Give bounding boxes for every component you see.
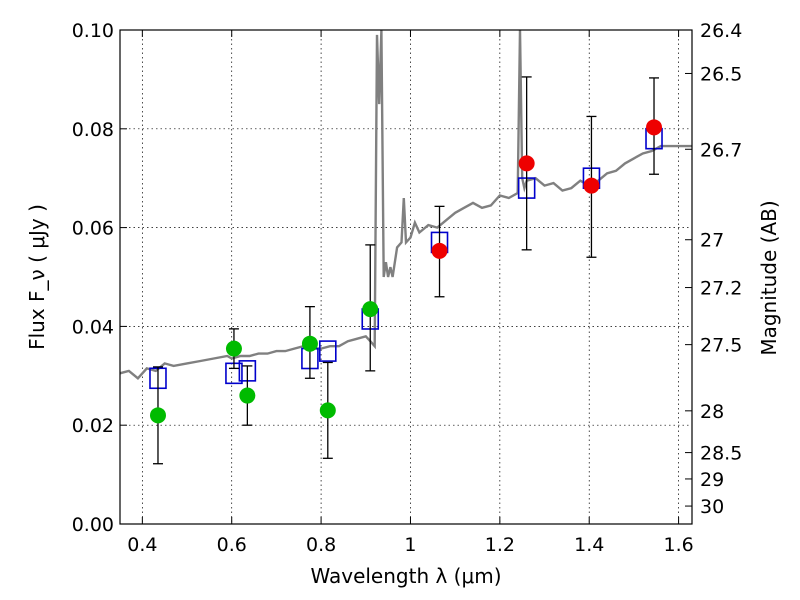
y-tick-label: 0.08 [72, 119, 114, 141]
y2-tick-label: 27.5 [700, 335, 742, 357]
y2-tick-label: 28.5 [700, 443, 742, 465]
red-data-point [646, 119, 663, 136]
model-box [318, 340, 337, 362]
template-spectrum [120, 30, 692, 380]
y2-tick-label: 29 [700, 469, 724, 491]
y-tick-label: 0.06 [72, 218, 114, 240]
error-bars [152, 76, 660, 465]
y2-axis-label: Magnitude (AB) [757, 200, 781, 355]
y-tick-label: 0.10 [72, 20, 114, 42]
y2-tick-label: 27.2 [700, 278, 742, 300]
y-tick-label: 0.02 [72, 415, 114, 437]
green-data-point [301, 335, 318, 352]
x-tick-label: 1 [404, 534, 416, 556]
x-tick-label: 1.6 [663, 534, 693, 556]
red-data-point [518, 155, 535, 172]
y-axis-label: Flux F_ν ( μJy ) [25, 204, 49, 350]
x-tick-label: 0.4 [127, 534, 157, 556]
y-tick-label: 0.00 [72, 514, 114, 536]
tick-labels: 0.4 0.6 0.8 1 1.2 1.4 1.6 0.00 0.02 0.04 0.06 0.08 0… [72, 20, 743, 556]
x-tick-label: 0.6 [217, 534, 247, 556]
y2-tick-label: 26.4 [700, 20, 742, 42]
y2-tick-label: 28 [700, 401, 724, 423]
y-tick-label: 0.04 [72, 316, 114, 338]
y2-tick-label: 30 [700, 496, 724, 518]
y2-tick-label: 27 [700, 230, 724, 252]
green-data-point [319, 402, 336, 419]
y2-tick-label: 26.5 [700, 63, 742, 85]
x-tick-label: 0.8 [306, 534, 336, 556]
axis-ticks [120, 29, 692, 525]
x-tick-label: 1.2 [485, 534, 515, 556]
y2-tick-label: 26.7 [700, 139, 742, 161]
red-data-point [583, 177, 600, 194]
green-data-point [149, 407, 166, 424]
plot-frame [119, 29, 693, 525]
x-axis-label: Wavelength λ (μm) [310, 564, 501, 588]
x-tick-label: 1.4 [574, 534, 604, 556]
green-data-point [225, 340, 242, 357]
green-data-point [239, 387, 256, 404]
green-data-point [362, 301, 379, 318]
template-line [120, 30, 692, 380]
data-points [149, 119, 663, 424]
red-data-point [431, 242, 448, 259]
